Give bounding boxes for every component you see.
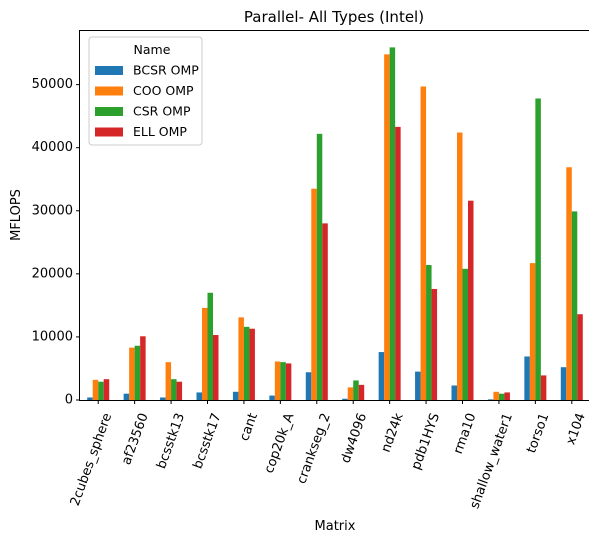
x-tick-label: bcsstk13: [154, 411, 188, 471]
y-tick-label: 40000: [32, 140, 73, 155]
bar-csr-omp-bcsstk13: [171, 379, 177, 400]
bar-coo-omp-rma10: [457, 132, 463, 401]
y-tick-label: 20000: [32, 266, 73, 281]
bar-ell-omp-rma10: [468, 200, 474, 400]
bar-csr-omp-torso1: [535, 98, 541, 401]
bar-ell-omp-bcsstk17: [213, 335, 219, 400]
bar-coo-omp-shallow-water1: [493, 391, 499, 400]
bar-ell-omp-bcsstk13: [176, 381, 183, 400]
bar-ell-omp-cop20k-a: [285, 363, 292, 400]
bar-bcsr-omp-shallow-water1: [487, 399, 494, 400]
y-tick-label: 30000: [32, 203, 73, 218]
bar-ell-omp-crankseg-2: [322, 223, 328, 400]
bar-coo-omp-bcsstk17: [202, 307, 208, 400]
x-tick-label: cop20k_A: [262, 411, 298, 475]
y-axis-ticks: 0 10000 20000 30000 40000 50000: [32, 77, 80, 408]
bar-bcsr-omp-cant: [232, 391, 239, 400]
legend-title: Name: [134, 42, 171, 57]
bar-csr-omp-nd24k: [389, 47, 396, 401]
x-axis-title: Matrix: [315, 519, 356, 534]
bar-bcsr-omp-af23560: [123, 393, 130, 400]
bar-coo-omp-cant: [238, 317, 244, 400]
bar-ell-omp-x104: [577, 314, 583, 400]
x-tick-label: af23560: [119, 411, 152, 467]
bar-bcsr-omp-x104: [560, 367, 567, 400]
x-tick-label: pdb1HYS: [409, 411, 443, 472]
bar-ell-omp-nd24k: [395, 126, 401, 400]
y-tick-label: 50000: [32, 77, 73, 92]
bar-ell-omp-pdb1hys: [431, 288, 438, 400]
x-tick-label: bcsstk17: [191, 411, 225, 471]
bar-ell-omp-dw4096: [358, 384, 365, 400]
bar-csr-omp-dw4096: [353, 380, 359, 400]
bar-coo-omp-dw4096: [347, 387, 354, 400]
bar-csr-omp-rma10: [462, 268, 468, 400]
bar-coo-omp-bcsstk13: [165, 362, 172, 400]
bar-ell-omp-torso1: [540, 375, 547, 400]
y-tick-label: 0: [65, 393, 73, 408]
bar-bcsr-omp-nd24k: [378, 352, 385, 400]
legend-label: ELL OMP: [133, 124, 187, 139]
bar-bcsr-omp-rma10: [451, 385, 457, 400]
x-tick-label: 2cubes_sphere: [68, 411, 115, 508]
chart-title: Parallel- All Types (Intel): [244, 8, 424, 26]
legend: Name BCSR OMP COO OMP CSR OMP ELL OMP: [88, 36, 203, 146]
bar-ell-omp-shallow-water1: [504, 392, 510, 400]
bar-csr-omp-af23560: [134, 345, 141, 400]
bar-coo-omp-pdb1hys: [420, 86, 427, 400]
legend-frame: [88, 36, 203, 146]
plot-frame: [79, 30, 589, 401]
bar-coo-omp-x104: [566, 167, 572, 400]
bar-bcsr-omp-bcsstk13: [160, 397, 166, 400]
bar-bcsr-omp-2cubes-sphere: [87, 397, 93, 400]
x-tick-label: nd24k: [379, 411, 407, 455]
bar-csr-omp-bcsstk17: [207, 292, 213, 400]
legend-label: COO OMP: [133, 83, 194, 98]
bar-bcsr-omp-crankseg-2: [305, 372, 312, 400]
bar-ell-omp-cant: [249, 328, 255, 400]
y-axis-title: MFLOPS: [9, 189, 24, 241]
bar-coo-omp-nd24k: [384, 54, 390, 401]
bar-bcsr-omp-cop20k-a: [269, 395, 275, 400]
bar-ell-omp-af23560: [140, 336, 146, 400]
bar-csr-omp-crankseg-2: [316, 133, 323, 400]
bar-csr-omp-cant: [243, 326, 250, 400]
legend-swatch-coo-omp: [95, 86, 123, 96]
x-tick-label: cant: [237, 411, 261, 443]
bar-bcsr-omp-pdb1hys: [415, 371, 421, 400]
bar-coo-omp-torso1: [529, 263, 536, 400]
bar-bcsr-omp-torso1: [524, 356, 530, 400]
bar-bcsr-omp-dw4096: [342, 398, 348, 400]
x-tick-label: rma10: [451, 411, 480, 456]
x-tick-label: crankseg_2: [294, 411, 333, 486]
legend-swatch-csr-omp: [95, 107, 123, 116]
x-tick-label: torso1: [524, 411, 552, 455]
legend-label: CSR OMP: [133, 104, 191, 119]
bar-coo-omp-cop20k-a: [274, 361, 281, 400]
bar-coo-omp-crankseg-2: [311, 188, 317, 400]
bar-csr-omp-cop20k-a: [280, 362, 286, 400]
legend-label: BCSR OMP: [133, 63, 199, 78]
bar-coo-omp-2cubes-sphere: [92, 379, 99, 400]
bars-group: [87, 47, 583, 401]
bar-csr-omp-2cubes-sphere: [98, 381, 104, 400]
bar-csr-omp-x104: [571, 211, 578, 400]
legend-swatch-bcsr-omp: [95, 66, 123, 75]
x-axis-ticks: 2cubes_sphere af23560 bcsstk13 bcsstk17 cant…: [68, 400, 589, 511]
bar-csr-omp-pdb1hys: [426, 265, 432, 400]
x-tick-label: dw4096: [338, 411, 370, 465]
bar-csr-omp-shallow-water1: [498, 393, 505, 400]
bar-coo-omp-af23560: [129, 347, 135, 400]
y-tick-label: 10000: [32, 329, 73, 344]
legend-swatch-ell-omp: [95, 127, 123, 137]
bar-bcsr-omp-bcsstk17: [196, 392, 202, 400]
x-tick-label: x104: [564, 411, 589, 447]
bar-ell-omp-2cubes-sphere: [103, 379, 110, 400]
